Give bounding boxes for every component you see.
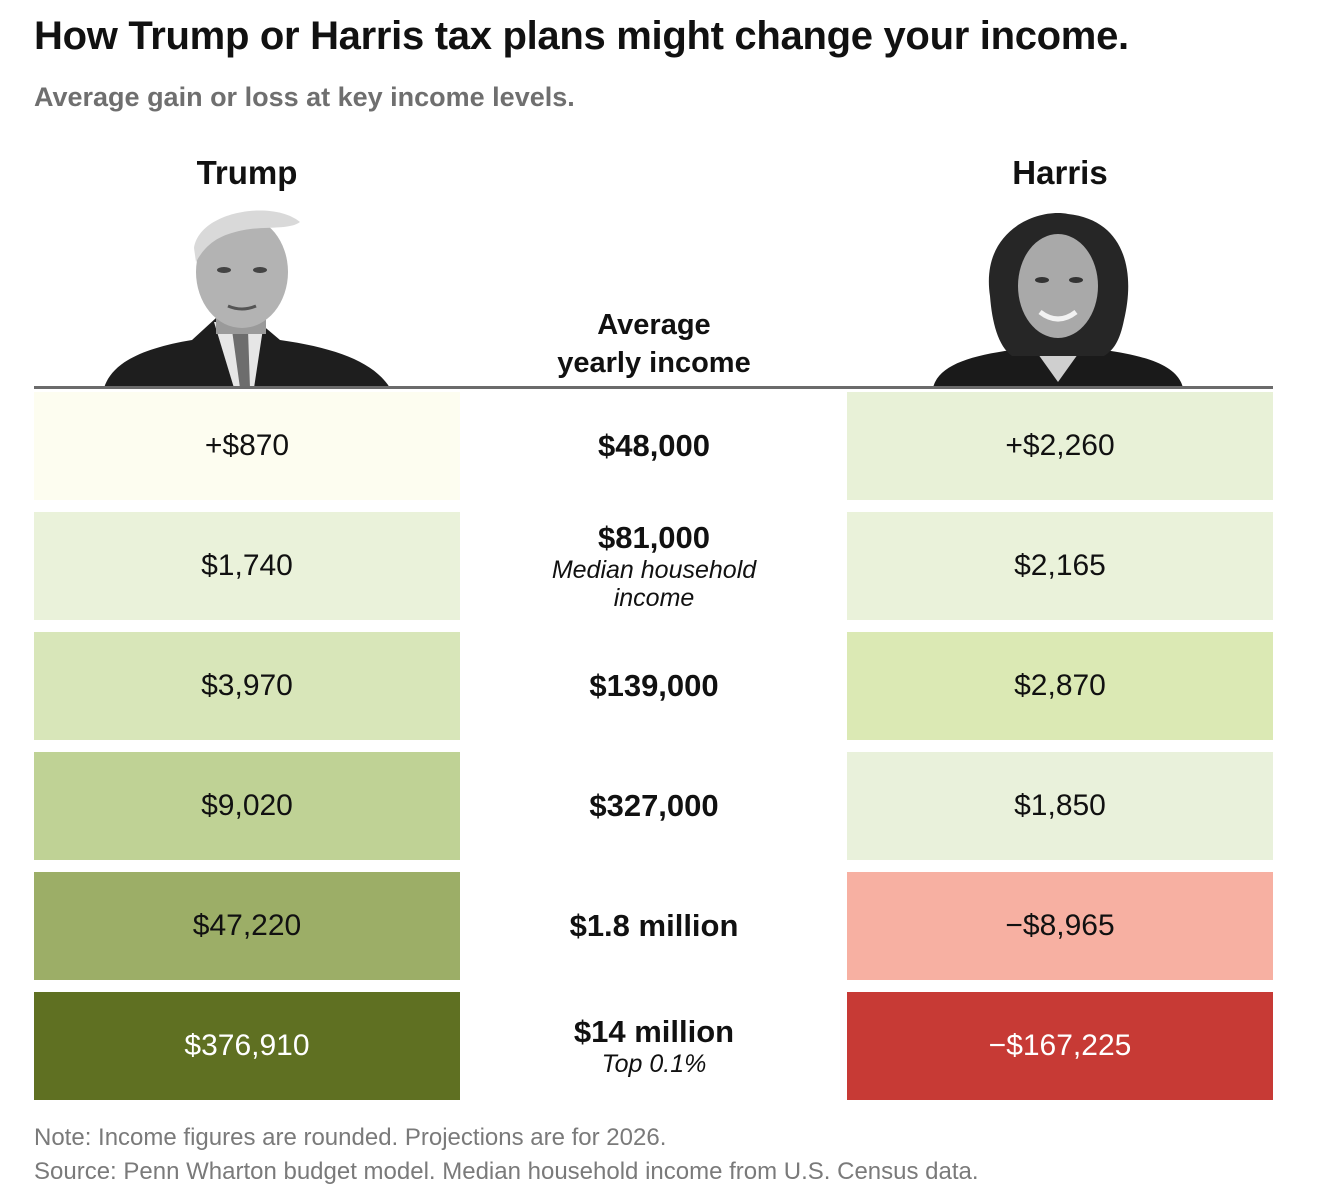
income-level: $14 million Top 0.1%: [470, 992, 838, 1100]
trump-value-cell: $9,020: [34, 752, 460, 860]
income-header-line2: yearly income: [557, 347, 751, 379]
trump-column-header: Trump: [196, 154, 298, 191]
trump-value-cell: $3,970: [34, 632, 460, 740]
header-divider: [34, 386, 1273, 389]
trump-value-cell: $1,740: [34, 512, 460, 620]
trump-value-cell: $47,220: [34, 872, 460, 980]
trump-portrait: [104, 210, 390, 388]
chart-title: How Trump or Harris tax plans might chan…: [34, 14, 1129, 58]
income-column-header: Average yearly income: [470, 306, 838, 382]
footer-source: Source: Penn Wharton budget model. Media…: [34, 1158, 979, 1185]
income-amount: $1.8 million: [569, 908, 739, 943]
income-amount: $327,000: [589, 788, 719, 823]
income-level: $48,000: [470, 392, 838, 500]
income-level: $1.8 million: [470, 872, 838, 980]
income-level: $327,000: [470, 752, 838, 860]
harris-value-cell: +$2,260: [847, 392, 1273, 500]
harris-value-cell: −$167,225: [847, 992, 1273, 1100]
trump-value-cell: +$870: [34, 392, 460, 500]
income-amount: $14 million: [573, 1014, 735, 1049]
chart-subtitle: Average gain or loss at key income level…: [34, 82, 575, 112]
footer-note: Note: Income figures are rounded. Projec…: [34, 1124, 667, 1151]
harris-portrait: [933, 213, 1183, 388]
income-note: Median household income: [551, 556, 757, 612]
harris-value-cell: $1,850: [847, 752, 1273, 860]
trump-value-cell: $376,910: [34, 992, 460, 1100]
income-header-line1: Average: [597, 309, 711, 341]
income-amount: $139,000: [589, 668, 719, 703]
income-level: $139,000: [470, 632, 838, 740]
harris-value-cell: $2,165: [847, 512, 1273, 620]
income-amount: $48,000: [597, 428, 711, 463]
harris-value-cell: $2,870: [847, 632, 1273, 740]
income-note: Top 0.1%: [601, 1050, 707, 1078]
income-amount: $81,000: [597, 520, 711, 555]
income-level: $81,000 Median household income: [470, 512, 838, 620]
harris-column-header: Harris: [1012, 154, 1108, 191]
harris-value-cell: −$8,965: [847, 872, 1273, 980]
